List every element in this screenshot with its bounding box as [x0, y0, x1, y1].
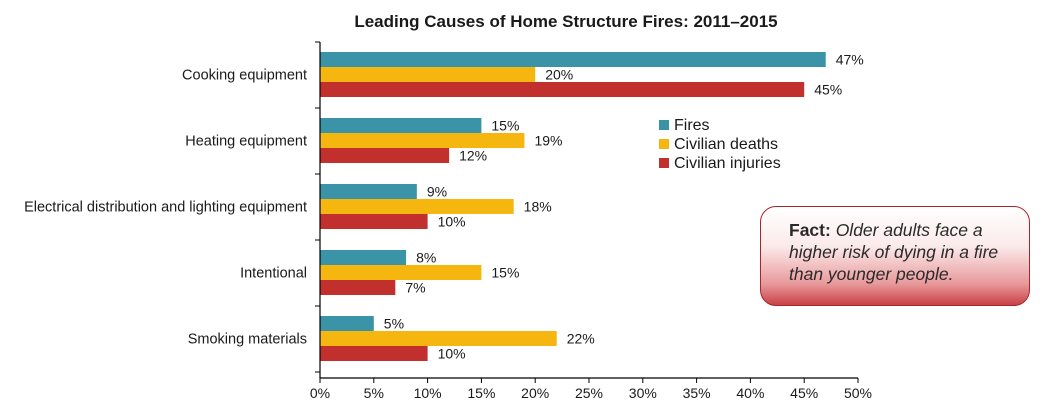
data-label: 18%: [524, 199, 552, 215]
legend-swatch: [659, 120, 669, 130]
data-label: 47%: [836, 52, 864, 68]
x-tick-label: 50%: [844, 385, 872, 401]
x-tick-label: 0%: [310, 385, 330, 401]
data-label: 8%: [416, 250, 436, 266]
legend-swatch: [659, 139, 669, 149]
data-label: 15%: [491, 118, 519, 134]
x-tick-label: 15%: [467, 385, 495, 401]
data-label: 9%: [427, 184, 447, 200]
data-label: 15%: [491, 265, 519, 281]
bar-civilian-injuries: [320, 214, 428, 229]
bar-civilian-injuries: [320, 280, 396, 295]
data-label: 10%: [438, 214, 466, 230]
data-label: 20%: [545, 67, 573, 83]
bar-civilian-deaths: [320, 265, 482, 280]
category-label: Electrical distribution and lighting equ…: [24, 200, 307, 216]
bar-civilian-deaths: [320, 331, 557, 346]
x-tick-label: 35%: [683, 385, 711, 401]
data-label: 12%: [459, 148, 487, 164]
chart-title: Leading Causes of Home Structure Fires: …: [354, 12, 777, 31]
category-label: Intentional: [240, 266, 307, 282]
data-label: 7%: [405, 280, 425, 296]
bar-civilian-injuries: [320, 82, 805, 97]
category-label: Heating equipment: [185, 134, 307, 150]
x-tick-label: 45%: [790, 385, 818, 401]
bar-fires: [320, 250, 407, 265]
x-tick-label: 5%: [364, 385, 384, 401]
legend-label: Fires: [674, 117, 710, 134]
fact-callout: Fact: Older adults face a higher risk of…: [760, 206, 1030, 306]
category-label: Cooking equipment: [182, 68, 307, 84]
data-label: 19%: [534, 133, 562, 149]
x-tick-label: 10%: [414, 385, 442, 401]
x-tick-label: 25%: [575, 385, 603, 401]
fact-text: Older adults face a higher risk of dying…: [789, 220, 999, 284]
bar-civilian-injuries: [320, 148, 450, 163]
data-label: 22%: [567, 331, 595, 347]
bar-civilian-injuries: [320, 346, 428, 361]
bar-civilian-deaths: [320, 67, 536, 82]
bar-fires: [320, 316, 374, 331]
bar-fires: [320, 118, 482, 133]
fact-label: Fact:: [789, 220, 831, 240]
legend-label: Civilian deaths: [674, 136, 778, 153]
bar-fires: [320, 52, 826, 67]
x-tick-label: 20%: [521, 385, 549, 401]
bar-civilian-deaths: [320, 133, 525, 148]
data-label: 5%: [384, 316, 404, 332]
x-tick-label: 30%: [629, 385, 657, 401]
data-label: 45%: [814, 82, 842, 98]
legend-swatch: [659, 158, 669, 168]
x-tick-label: 40%: [736, 385, 764, 401]
legend-label: Civilian injuries: [674, 155, 781, 172]
category-label: Smoking materials: [188, 332, 307, 348]
bar-fires: [320, 184, 417, 199]
data-label: 10%: [438, 346, 466, 362]
bar-civilian-deaths: [320, 199, 514, 214]
